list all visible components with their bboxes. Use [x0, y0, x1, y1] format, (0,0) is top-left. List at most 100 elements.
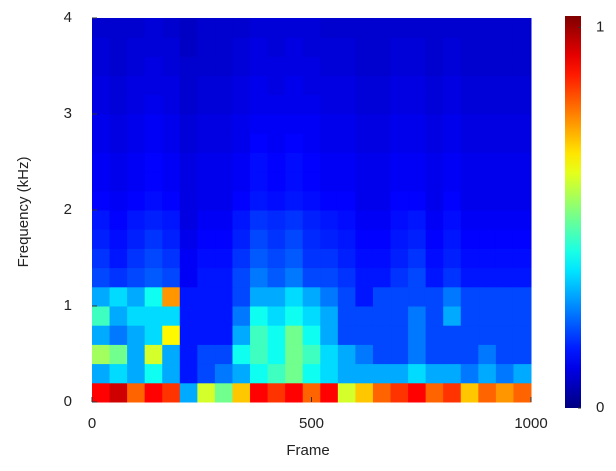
- heatmap-cell: [250, 344, 269, 365]
- heatmap-cell: [408, 229, 427, 249]
- heatmap-cell: [232, 56, 251, 77]
- heatmap-cell: [285, 190, 304, 211]
- heatmap-cell: [214, 248, 233, 269]
- heatmap-cell: [127, 344, 146, 365]
- heatmap-cell: [92, 18, 111, 38]
- heatmap-cell: [337, 248, 356, 269]
- heatmap-cell: [232, 382, 251, 403]
- heatmap-cell: [408, 114, 427, 134]
- heatmap-cell: [425, 210, 444, 230]
- heatmap-cell: [179, 267, 198, 288]
- heatmap-cell: [162, 210, 181, 230]
- heatmap-cell: [478, 363, 497, 384]
- heatmap-cell: [162, 56, 181, 77]
- heatmap-cell: [250, 306, 269, 326]
- heatmap-cell: [408, 94, 427, 115]
- heatmap-cell: [144, 248, 163, 269]
- heatmap-cell: [320, 190, 339, 211]
- heatmap-cell: [443, 152, 462, 173]
- heatmap-cell: [144, 382, 163, 403]
- heatmap-cell: [197, 18, 216, 38]
- heatmap-cell: [267, 286, 286, 307]
- heatmap-cell: [355, 286, 374, 307]
- heatmap-cell: [109, 248, 128, 269]
- heatmap-cell: [425, 190, 444, 211]
- heatmap-cell: [92, 382, 111, 403]
- heatmap-cell: [372, 56, 392, 77]
- heatmap-cell: [267, 75, 286, 96]
- heatmap-cell: [127, 229, 146, 249]
- heatmap-cell: [337, 363, 356, 384]
- heatmap-cell: [285, 56, 304, 77]
- heatmap-cell: [302, 229, 321, 249]
- heatmap-cell: [250, 267, 269, 288]
- heatmap-cell: [302, 171, 321, 192]
- heatmap-cell: [390, 229, 409, 249]
- heatmap-cell: [460, 171, 479, 192]
- heatmap-cell: [337, 190, 356, 211]
- heatmap-cell: [320, 75, 339, 96]
- heatmap-cell: [285, 171, 304, 192]
- heatmap-cell: [232, 248, 251, 269]
- heatmap-cell: [162, 133, 181, 153]
- heatmap-cell: [250, 210, 269, 230]
- heatmap-cell: [144, 171, 163, 192]
- heatmap-cell: [214, 133, 233, 153]
- heatmap-cell: [460, 382, 479, 403]
- heatmap-cell: [443, 229, 462, 249]
- heatmap-cell: [285, 114, 304, 134]
- heatmap-cell: [337, 229, 356, 249]
- y-tick-label: 3: [64, 105, 72, 122]
- heatmap-cell: [267, 267, 286, 288]
- heatmap-cell: [127, 37, 146, 57]
- heatmap-cell: [127, 75, 146, 96]
- heatmap-cell: [478, 248, 497, 269]
- heatmap-cell: [478, 114, 497, 134]
- heatmap-cell: [460, 18, 479, 38]
- heatmap-cell: [144, 18, 163, 38]
- heatmap-cell: [267, 94, 286, 115]
- heatmap-cell: [250, 229, 269, 249]
- heatmap-cell: [250, 133, 269, 153]
- heatmap-cell: [232, 75, 251, 96]
- heatmap-cell: [127, 325, 146, 345]
- heatmap-cell: [285, 210, 304, 230]
- heatmap-cell: [92, 94, 111, 115]
- heatmap-cell: [460, 133, 479, 153]
- heatmap-cell: [197, 75, 216, 96]
- heatmap-cell: [162, 363, 181, 384]
- heatmap-cell: [109, 114, 128, 134]
- heatmap-cell: [214, 114, 233, 134]
- heatmap-cell: [390, 94, 409, 115]
- heatmap-cell: [232, 18, 251, 38]
- heatmap-cell: [285, 248, 304, 269]
- heatmap-cell: [162, 152, 181, 173]
- heatmap-cell: [179, 56, 198, 77]
- heatmap-cell: [355, 171, 374, 192]
- heatmap-cell: [513, 325, 532, 345]
- heatmap-cell: [372, 210, 392, 230]
- y-tick-label: 0: [64, 393, 72, 410]
- heatmap-cell: [495, 306, 514, 326]
- heatmap-cell: [443, 37, 462, 57]
- heatmap-cell: [408, 171, 427, 192]
- heatmap-cell: [513, 114, 532, 134]
- heatmap-cell: [267, 248, 286, 269]
- heatmap-cell: [162, 229, 181, 249]
- heatmap-cell: [372, 94, 392, 115]
- heatmap-cell: [232, 306, 251, 326]
- heatmap-cell: [460, 363, 479, 384]
- heatmap-cell: [390, 286, 409, 307]
- heatmap-cell: [443, 306, 462, 326]
- heatmap-cell: [337, 37, 356, 57]
- heatmap-cell: [267, 171, 286, 192]
- heatmap-cell: [232, 286, 251, 307]
- heatmap-cell: [250, 171, 269, 192]
- heatmap-cell: [460, 152, 479, 173]
- heatmap-cell: [250, 94, 269, 115]
- heatmap-cell: [390, 267, 409, 288]
- heatmap-cell: [302, 210, 321, 230]
- heatmap-cell: [92, 363, 111, 384]
- heatmap-cell: [513, 286, 532, 307]
- heatmap-cell: [478, 306, 497, 326]
